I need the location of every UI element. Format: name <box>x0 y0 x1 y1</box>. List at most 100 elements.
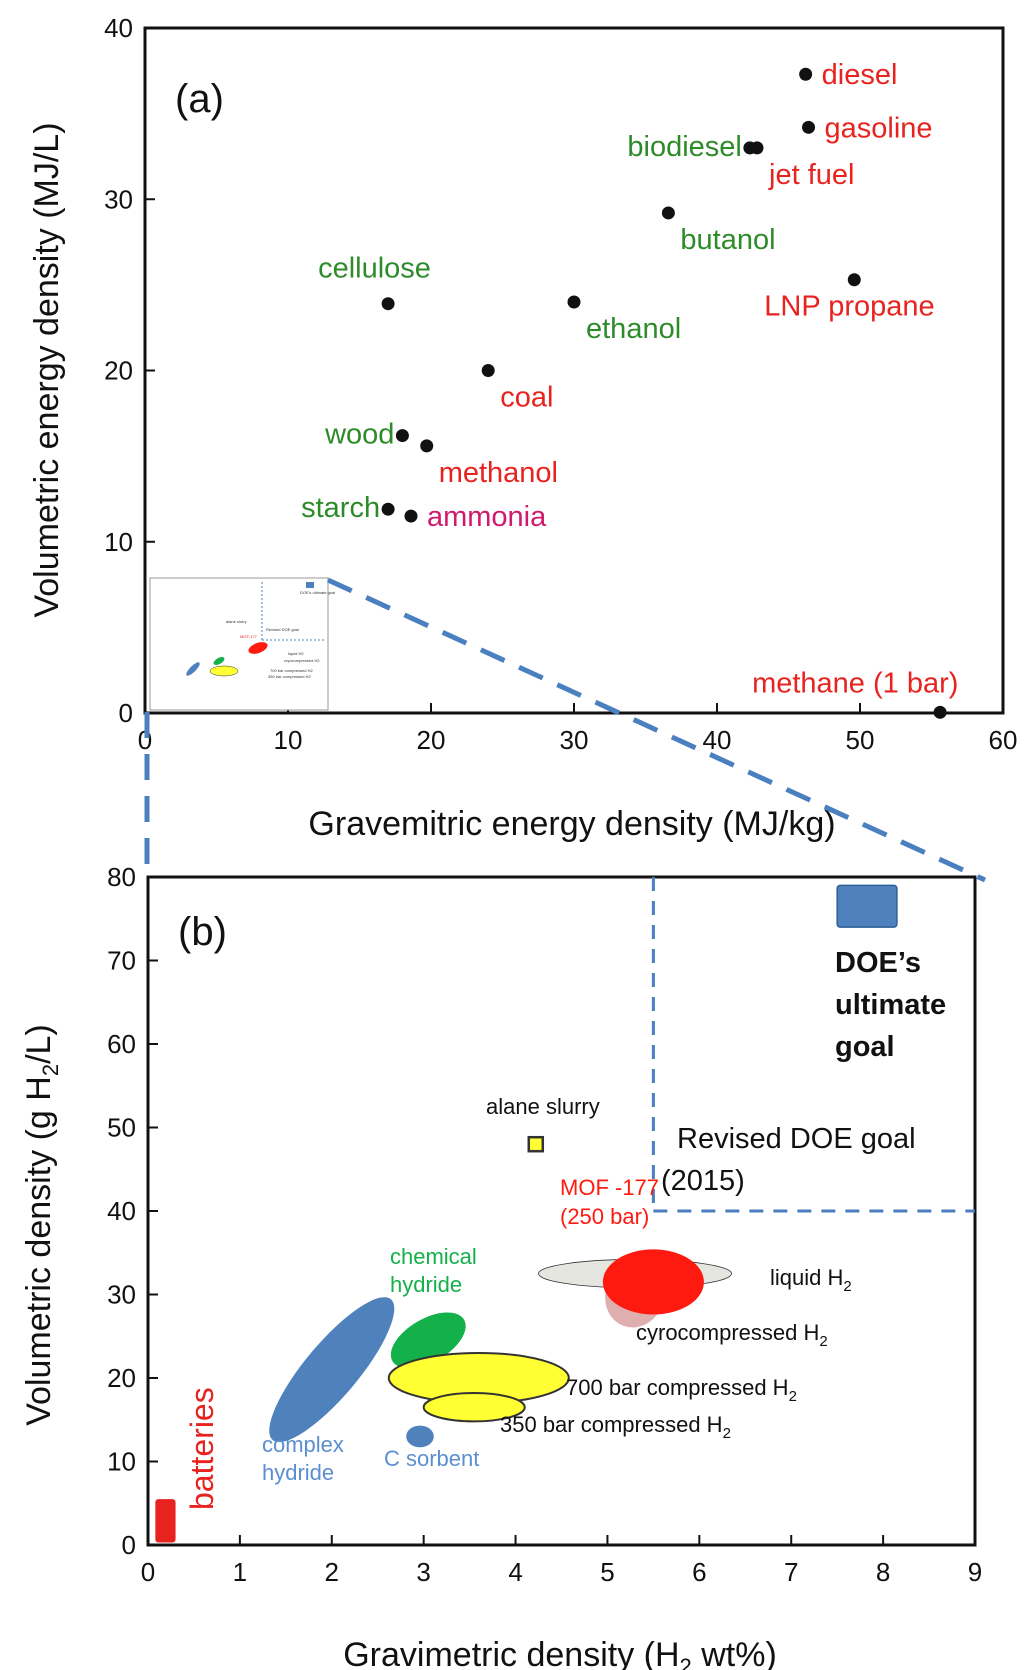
panel-a-point-label: coal <box>500 382 553 414</box>
c-sorbent-label: C sorbent <box>384 1446 479 1471</box>
panel-b-x-axis-title: Gravimetric density (H2 wt%) <box>343 1636 777 1670</box>
panel-b-labels: batteries complex hydride C sorbent chem… <box>184 947 946 1510</box>
panel-a-point-label: gasoline <box>825 112 933 144</box>
panel-b-y-tick-label: 70 <box>107 946 136 976</box>
inset-doe-box <box>306 582 314 588</box>
panel-a-x-tick-label: 20 <box>417 725 446 755</box>
panel-a-x-tick-label: 30 <box>560 725 589 755</box>
mof-label-2: (250 bar) <box>560 1204 649 1229</box>
panel-b-regions <box>155 884 898 1543</box>
revised-goal-year: (2015) <box>661 1165 745 1197</box>
inset-chem <box>213 657 225 665</box>
panel-a-point-jet-fuel <box>750 141 764 155</box>
inset-revised-label: Revised DOE goal <box>266 627 299 632</box>
panel-b-y-tick-label: 80 <box>107 862 136 892</box>
region-350-bar-compressed-h2 <box>422 1392 526 1423</box>
panel-b-x-tick-label: 5 <box>600 1557 614 1587</box>
panel-b-x-tick-label: 6 <box>692 1557 706 1587</box>
panel-a-y-tick-label: 20 <box>104 356 133 386</box>
panel-a-point-labels: diesel gasoline biodiesel jet fuel butanol LN… <box>301 59 958 699</box>
panel-a-point-label: LNP propane <box>764 291 934 323</box>
panel-a-label: (a) <box>175 77 224 121</box>
zoom-connectors <box>144 577 987 883</box>
panel-a-x-tick-label: 60 <box>989 725 1018 755</box>
panel-a-point-label: starch <box>301 492 380 524</box>
chemical-hydride-label-2: hydride <box>390 1272 462 1297</box>
chemical-hydride-label-1: chemical <box>390 1244 477 1269</box>
inset-frame <box>149 577 329 711</box>
panel-a-point-lnp-propane <box>847 273 861 287</box>
inset-700-label: 700 bar compressed H2 <box>270 668 313 673</box>
cyrocompressed-h2-label: cyrocompressed H2 <box>636 1320 828 1350</box>
panel-a-x-tick-label: 40 <box>703 725 732 755</box>
panel-a-point-label: diesel <box>822 59 898 91</box>
panel-a-y-tick-label: 10 <box>104 527 133 557</box>
panel-b-ticks: 0 1 2 3 4 5 6 7 8 9 0 10 20 30 40 50 60 70 80 <box>107 862 982 1587</box>
panel-b-x-tick-label: 1 <box>233 1557 247 1587</box>
panel-a-x-tick-label: 50 <box>846 725 875 755</box>
panel-a-point-label: cellulose <box>318 253 431 285</box>
panel-b-x-tick-label: 0 <box>141 1557 155 1587</box>
panel-b-x-tick-label: 7 <box>784 1557 798 1587</box>
inset-mof <box>248 642 268 654</box>
inset-alane-label: alane slurry <box>226 619 247 624</box>
panel-b-x-tick-label: 3 <box>416 1557 430 1587</box>
region-batteries <box>155 1499 176 1543</box>
panel-a-point-gasoline <box>802 120 816 134</box>
panel-b-x-tick-label: 8 <box>876 1557 890 1587</box>
panel-a-point-label: biodiesel <box>627 131 741 163</box>
panel-a-point-label: wood <box>324 419 394 451</box>
panel-b-y-axis-title: Volumetric density (g H2/L) <box>20 1024 63 1426</box>
panel-a-y-axis-title: Volumetric energy density (MJ/L) <box>28 122 66 617</box>
region-complex-hydride <box>269 1297 395 1443</box>
panel-a-point-cellulose <box>381 297 395 311</box>
panel-a-point-methanol <box>420 439 434 453</box>
mof-label-1: MOF -177 <box>560 1175 659 1200</box>
region-chemical-hydride <box>390 1312 466 1369</box>
panel-b-y-tick-label: 40 <box>107 1196 136 1226</box>
zoom-line-right <box>326 577 987 883</box>
panel-b-y-tick-label: 10 <box>107 1447 136 1477</box>
panel-a-point-wood <box>395 429 409 443</box>
panel-b-y-tick-label: 20 <box>107 1363 136 1393</box>
panel-a-point-butanol <box>661 206 675 220</box>
panel-a-points <box>381 67 947 719</box>
panel-a-point-label: ethanol <box>586 313 681 345</box>
panel-a-point-ammonia <box>404 509 418 523</box>
panel-a-point-starch <box>381 502 395 516</box>
region-c-sorbent <box>406 1425 434 1448</box>
panel-b-y-tick-label: 50 <box>107 1113 136 1143</box>
panel-b-x-tick-label: 2 <box>325 1557 339 1587</box>
panel-b-y-tick-label: 30 <box>107 1280 136 1310</box>
panel-a-point-label: butanol <box>680 224 775 256</box>
doe-goal-label-3: goal <box>835 1031 895 1063</box>
region-alane-slurry <box>527 1135 545 1153</box>
complex-hydride-label-1: complex <box>262 1432 344 1457</box>
inset-thumbnail: DOE's ultimate goal Revised DOE goal ala… <box>149 577 335 711</box>
panel-b-x-tick-label: 4 <box>508 1557 522 1587</box>
doe-goal-label-1: DOE’s <box>835 947 921 979</box>
panel-b-y-tick-label: 0 <box>122 1530 136 1560</box>
panel-a-point-label: ammonia <box>427 501 547 533</box>
inset-cryo-label: cryocompressed H2 <box>284 658 320 663</box>
inset-liquid-label: liquid H2 <box>288 651 304 656</box>
panel-a-point-label: methane (1 bar) <box>752 667 958 699</box>
panel-a-point-label: jet fuel <box>768 159 854 191</box>
panel-b-label: (b) <box>178 910 227 954</box>
panel-a-point-methane-1-bar- <box>933 705 947 719</box>
panel-b-chart: 0 1 2 3 4 5 6 7 8 9 0 10 20 30 40 50 60 70 80 (b) Gravimet… <box>20 862 982 1670</box>
batteries-label: batteries <box>184 1387 220 1510</box>
inset-doe-label: DOE's ultimate goal <box>300 590 335 595</box>
panel-a-x-axis-title: Gravemitric energy density (MJ/kg) <box>308 805 835 843</box>
h350-label: 350 bar compressed H2 <box>500 1412 731 1442</box>
doe-goal-label-2: ultimate <box>835 989 946 1021</box>
h700-label: 700 bar compressed H2 <box>566 1375 797 1405</box>
region-mof-177-250-bar- <box>602 1249 704 1315</box>
panel-a-y-tick-label: 0 <box>119 698 133 728</box>
inset-700 <box>209 665 239 677</box>
panel-a-point-coal <box>481 364 495 377</box>
complex-hydride-label-2: hydride <box>262 1460 334 1485</box>
panel-a-y-tick-label: 40 <box>104 13 133 43</box>
